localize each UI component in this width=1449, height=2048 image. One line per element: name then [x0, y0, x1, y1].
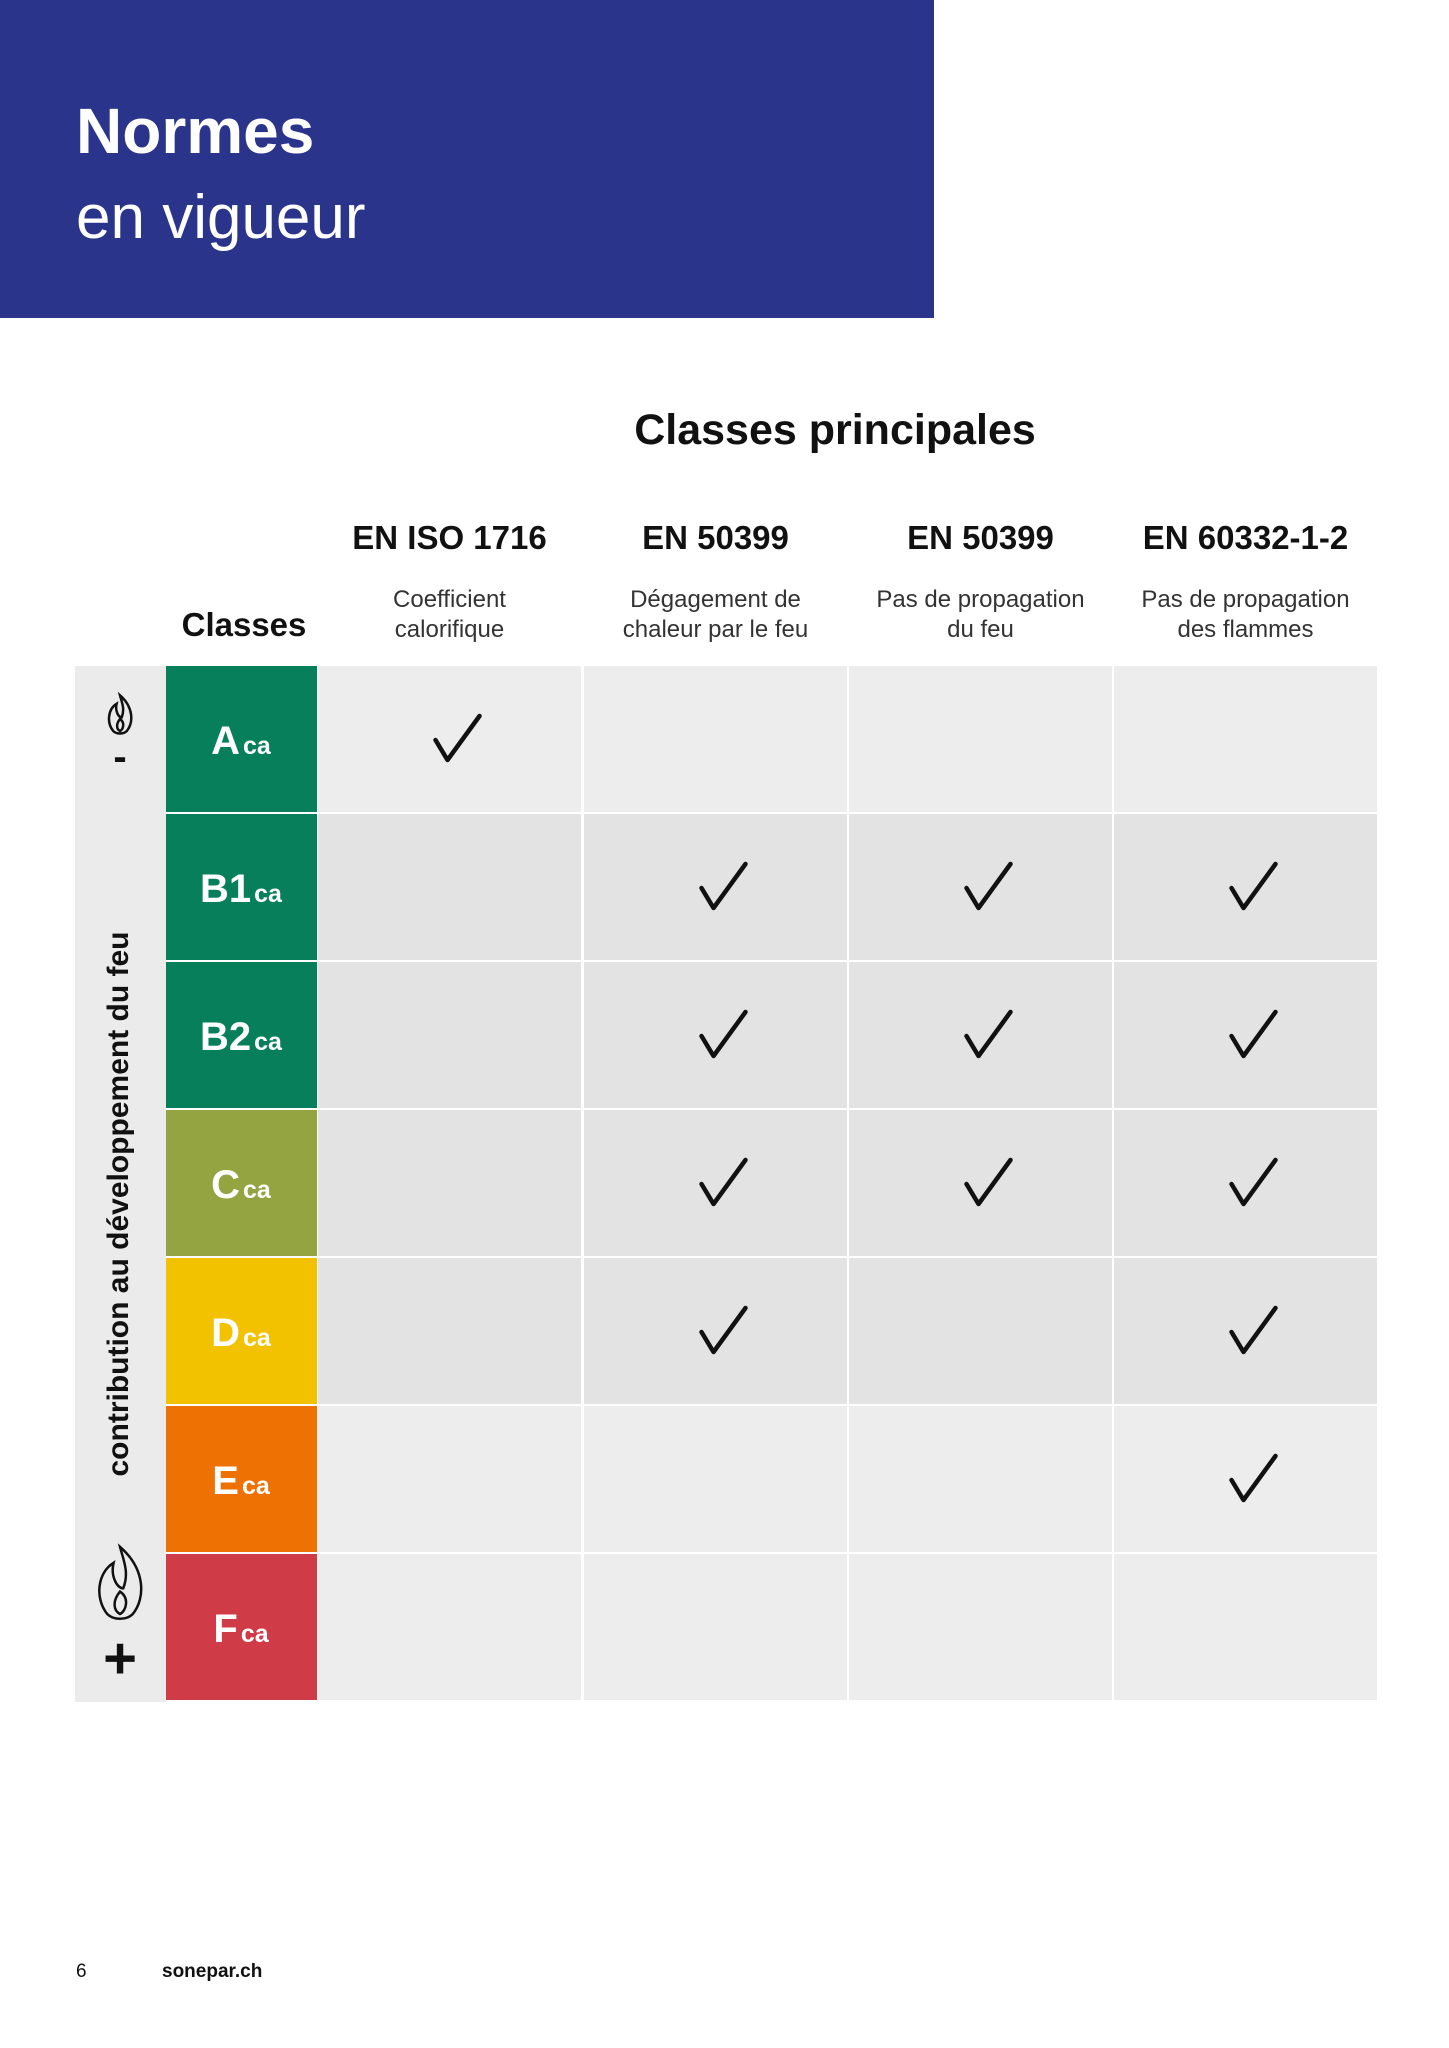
column-standard: EN 50399 — [907, 519, 1054, 556]
cell — [849, 1258, 1112, 1404]
header-subtitle: en vigueur — [76, 183, 366, 252]
class-letter: D — [211, 1311, 240, 1355]
cell — [318, 962, 581, 1108]
class-letter: F — [213, 1607, 237, 1651]
cell — [584, 814, 847, 960]
cell — [1114, 666, 1377, 812]
class-subscript: ca — [241, 1620, 270, 1648]
cell — [1114, 1554, 1377, 1700]
column-description: Dégagement de — [630, 586, 801, 613]
class-subscript: ca — [254, 880, 283, 908]
class-subscript: ca — [243, 1176, 272, 1204]
check-mark — [1229, 861, 1278, 911]
high-sign: + — [103, 1626, 137, 1691]
column-description: Pas de propagation — [1141, 586, 1349, 613]
side-label: contribution au développement du feu — [102, 931, 135, 1476]
class-cell — [166, 962, 317, 1108]
side-strip — [75, 666, 166, 1702]
cell — [1114, 814, 1377, 960]
cell — [1114, 1110, 1377, 1256]
cell — [584, 1406, 847, 1552]
class-subscript: ca — [242, 1472, 271, 1500]
cell — [1114, 962, 1377, 1108]
column-description: Coefficient — [393, 586, 506, 613]
class-letter: B2 — [200, 1015, 251, 1059]
column-standard: EN ISO 1716 — [352, 519, 546, 556]
cell — [584, 666, 847, 812]
cell — [318, 814, 581, 960]
cell — [849, 1406, 1112, 1552]
class-subscript: ca — [254, 1028, 283, 1056]
class-cell — [166, 814, 317, 960]
column-description: chaleur par le feu — [623, 616, 808, 643]
check-mark — [1229, 1453, 1278, 1503]
flame-icon-large — [98, 1543, 143, 1621]
cell — [318, 1554, 581, 1700]
check-mark — [964, 861, 1013, 911]
cell — [584, 1110, 847, 1256]
cell — [584, 1258, 847, 1404]
cell — [318, 1406, 581, 1552]
column-description: Pas de propagation — [876, 586, 1084, 613]
low-sign: - — [113, 735, 126, 779]
flame-icon-small — [107, 691, 133, 735]
class-cell — [166, 1554, 317, 1700]
class-label: B1 ca — [200, 867, 283, 911]
check-mark — [699, 861, 748, 911]
class-subscript: ca — [243, 732, 272, 760]
cell — [849, 1554, 1112, 1700]
class-cell — [166, 1258, 317, 1404]
check-mark — [964, 1009, 1013, 1059]
cell — [1114, 1258, 1377, 1404]
cell — [849, 666, 1112, 812]
check-mark — [1229, 1009, 1278, 1059]
column-description: calorifique — [395, 616, 504, 643]
cell — [318, 1258, 581, 1404]
cell — [849, 962, 1112, 1108]
check-mark — [699, 1157, 748, 1207]
cell — [584, 962, 847, 1108]
check-mark — [1229, 1157, 1278, 1207]
cell — [849, 814, 1112, 960]
class-cell — [166, 666, 317, 812]
header-title: Normes — [76, 95, 314, 167]
class-cell — [166, 1110, 317, 1256]
check-mark — [1229, 1305, 1278, 1355]
class-letter: B1 — [200, 867, 251, 911]
class-letter: E — [212, 1459, 239, 1503]
cell — [318, 666, 581, 812]
footer-site: sonepar.ch — [162, 1961, 262, 1982]
check-mark — [433, 713, 482, 763]
header-band — [0, 0, 934, 318]
cell — [1114, 1406, 1377, 1552]
class-label: B2 ca — [200, 1015, 283, 1059]
cell — [849, 1110, 1112, 1256]
page-number: 6 — [76, 1961, 87, 1982]
cell — [318, 1110, 581, 1256]
class-cell — [166, 1406, 317, 1552]
class-letter: A — [211, 719, 240, 763]
column-standard: EN 50399 — [642, 519, 789, 556]
column-description: des flammes — [1177, 616, 1313, 643]
class-subscript: ca — [243, 1324, 272, 1352]
cell — [584, 1554, 847, 1700]
column-standard: EN 60332-1-2 — [1143, 519, 1348, 556]
table-title: Classes principales — [634, 406, 1036, 454]
class-letter: C — [211, 1163, 240, 1207]
row-header: Classes — [182, 606, 307, 643]
column-description: du feu — [947, 616, 1014, 643]
check-mark — [699, 1305, 748, 1355]
check-mark — [699, 1009, 748, 1059]
check-mark — [964, 1157, 1013, 1207]
table: EN ISO 1716 Coefficient calorifique EN 5039… — [75, 519, 1377, 1702]
